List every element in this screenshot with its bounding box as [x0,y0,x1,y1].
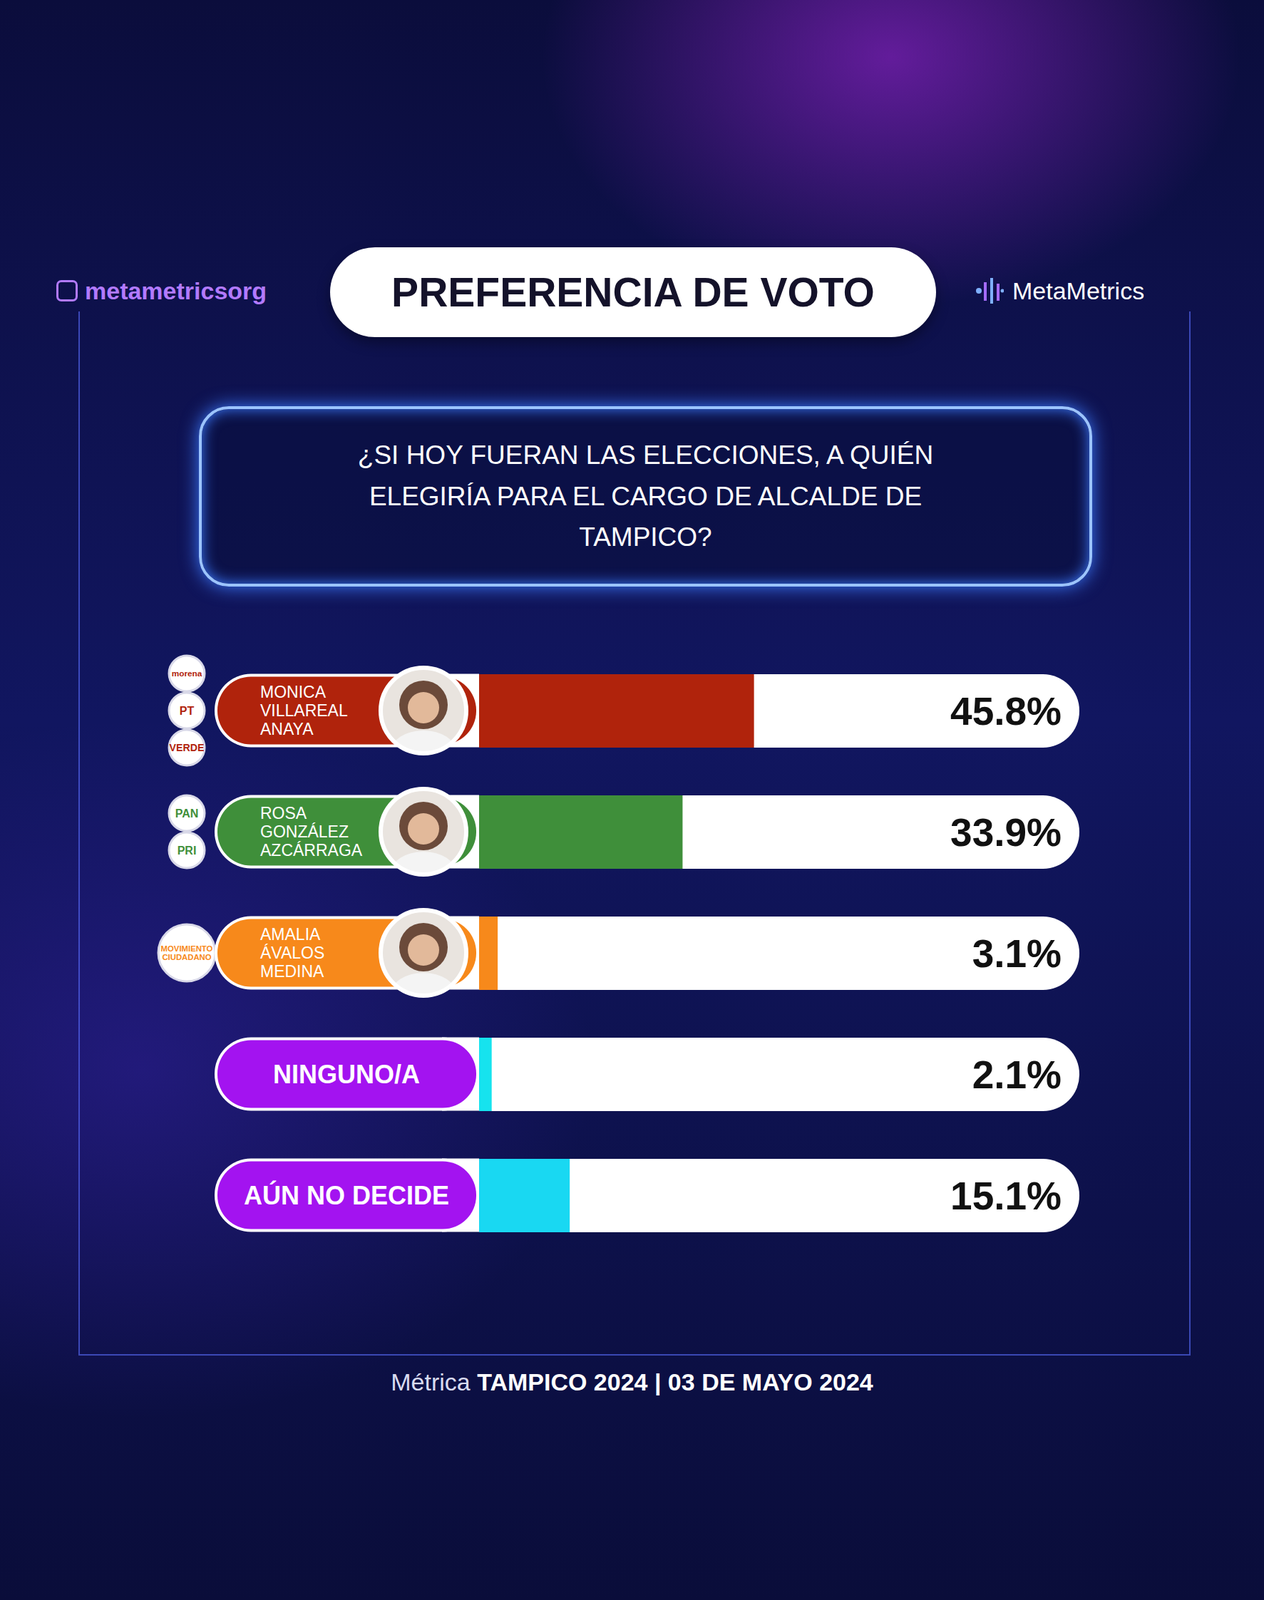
svg-text:33.9%: 33.9% [950,810,1062,855]
svg-text:AMALIA: AMALIA [260,925,321,944]
svg-text:morena: morena [171,668,203,679]
svg-text:ÁVALOS: ÁVALOS [260,943,325,963]
html-text:PREFERENCIA DE VOTO: PREFERENCIA DE VOTO [391,269,875,316]
svg-text:2.1%: 2.1% [972,1052,1062,1098]
html-text:¿SI HOY FUERAN LAS ELECCIONES,: ¿SI HOY FUERAN LAS ELECCIONES, A QUIÉN E… [357,440,934,552]
svg-text:MEDINA: MEDINA [260,962,325,981]
svg-text:PRI: PRI [177,844,197,857]
svg-text:CIUDADANO: CIUDADANO [161,953,212,962]
svg-text:VILLAREAL: VILLAREAL [260,701,348,721]
svg-text:ROSA: ROSA [260,804,308,823]
svg-text:PT: PT [179,705,195,718]
svg-text:45.8%: 45.8% [950,689,1062,734]
html-text:MetaMetrics: MetaMetrics [1012,276,1145,305]
svg-text:NINGUNO/A: NINGUNO/A [273,1060,420,1090]
svg-text:MOVIMIENTO: MOVIMIENTO [161,944,214,954]
svg-text:15.1%: 15.1% [950,1174,1062,1219]
html-text:metametricsorg: metametricsorg [84,276,267,305]
html-text:Métrica TAMPICO 2024 | 03 DE M: Métrica TAMPICO 2024 | 03 DE MAYO 2024 [390,1368,874,1396]
svg-text:AÚN NO DECIDE: AÚN NO DECIDE [243,1180,450,1211]
svg-text:PAN: PAN [175,807,199,820]
svg-text:3.1%: 3.1% [972,931,1062,976]
svg-text:GONZÁLEZ: GONZÁLEZ [260,822,349,842]
svg-text:AZCÁRRAGA: AZCÁRRAGA [260,841,363,860]
svg-text:MONICA: MONICA [260,682,327,702]
svg-text:ANAYA: ANAYA [260,720,314,739]
svg-text:VERDE: VERDE [169,742,205,754]
